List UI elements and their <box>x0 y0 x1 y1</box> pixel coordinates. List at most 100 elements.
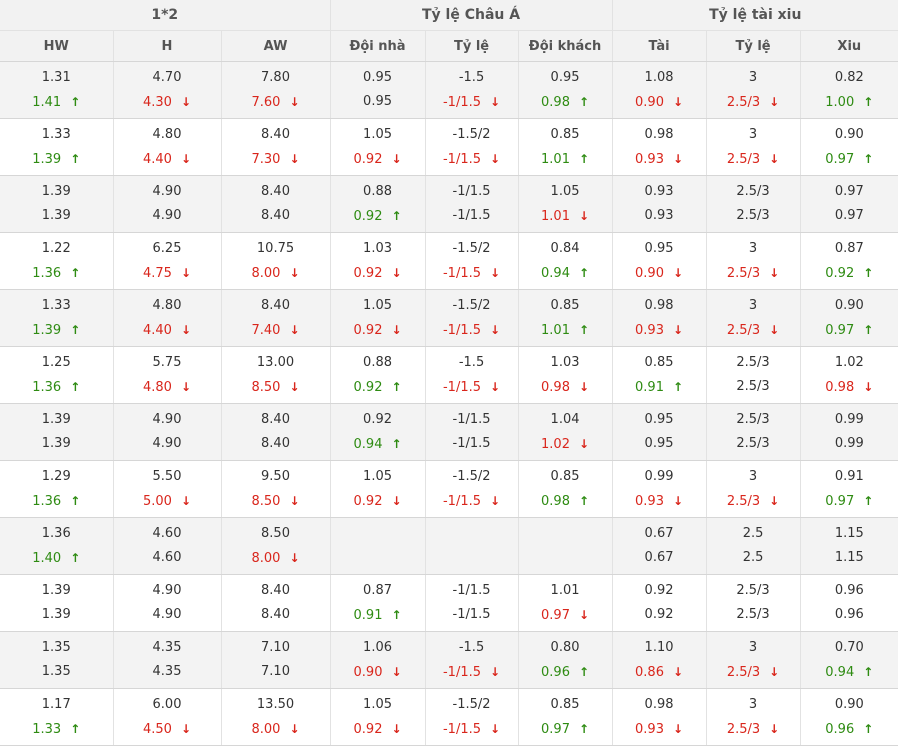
current-odds: 0.67 <box>644 550 674 565</box>
arrow-up-icon: ↑ <box>863 266 874 280</box>
odds-cell-over: 0.67 0.67 <box>612 517 707 575</box>
opening-odds: 8.50 <box>261 526 290 541</box>
opening-odds: 0.95 <box>363 70 392 85</box>
arrow-down-icon: ↓ <box>490 152 501 166</box>
current-odds: 4.75 <box>142 266 172 281</box>
col-header-aw: AW <box>221 30 331 62</box>
arrow-down-icon: ↓ <box>578 209 590 223</box>
opening-odds: 1.03 <box>550 355 580 370</box>
arrow-down-icon: ↓ <box>289 494 300 508</box>
arrow-up-icon: ↑ <box>391 608 402 622</box>
opening-odds: 8.40 <box>261 127 290 142</box>
odds-cell-under: 0.97 0.97 <box>800 175 898 233</box>
opening-odds: 2.5/3 <box>736 583 770 598</box>
current-odds: 1.36 <box>32 380 62 395</box>
arrow-up-icon: ↑ <box>863 494 874 508</box>
arrow-up-icon: ↑ <box>70 380 81 394</box>
odds-cell-aw: 8.40 8.40 <box>221 574 331 632</box>
opening-odds: -1.5/2 <box>452 241 491 256</box>
opening-odds: 4.90 <box>152 412 182 427</box>
arrow-up-icon: ↑ <box>391 437 402 451</box>
current-odds: 0.97 <box>541 608 570 623</box>
opening-odds: 5.50 <box>152 469 182 484</box>
current-odds: 1.36 <box>32 494 62 509</box>
opening-odds: 1.39 <box>41 583 71 598</box>
opening-odds: 1.17 <box>41 697 71 712</box>
arrow-down-icon: ↓ <box>769 722 780 736</box>
opening-odds: -1.5/2 <box>452 697 491 712</box>
opening-odds: 0.85 <box>550 469 580 484</box>
current-odds: -1/1.5 <box>442 95 482 110</box>
odds-cell-away: 0.85 1.01 ↑ <box>518 118 613 176</box>
odds-cell-home: 0.88 0.92 ↑ <box>330 175 426 233</box>
odds-cell-over: 0.93 0.93 <box>612 175 707 233</box>
odds-cell-home: 1.05 0.92 ↓ <box>330 688 426 746</box>
odds-cell-hw: 1.22 1.36 ↑ <box>0 232 114 290</box>
current-odds: 4.90 <box>152 208 182 223</box>
odds-cell-h: 4.35 4.35 <box>113 631 222 689</box>
odds-cell-line: 3 2.5/3 ↓ <box>706 460 801 518</box>
opening-odds: 0.90 <box>834 697 864 712</box>
odds-cell-line: 2.5/3 2.5/3 <box>706 574 801 632</box>
odds-cell-h: 4.80 4.40 ↓ <box>113 289 222 347</box>
opening-odds: -1.5 <box>458 70 485 85</box>
odds-cell-handicap: -1.5 -1/1.5 ↓ <box>425 631 519 689</box>
opening-odds: 8.40 <box>261 184 290 199</box>
arrow-down-icon: ↓ <box>672 665 684 679</box>
opening-odds: 6.25 <box>152 241 182 256</box>
current-odds: 0.92 <box>353 209 383 224</box>
odds-cell-home: 1.05 0.92 ↓ <box>330 118 426 176</box>
arrow-down-icon: ↓ <box>289 95 300 109</box>
odds-cell-line: 3 2.5/3 ↓ <box>706 232 801 290</box>
odds-cell-h: 6.00 4.50 ↓ <box>113 688 222 746</box>
current-odds: 2.5/3 <box>726 95 761 110</box>
opening-odds: 0.85 <box>550 127 580 142</box>
opening-odds: 5.75 <box>152 355 182 370</box>
opening-odds: 1.05 <box>363 298 392 313</box>
odds-cell-under: 0.70 0.94 ↑ <box>800 631 898 689</box>
arrow-up-icon: ↑ <box>70 152 81 166</box>
current-odds: 0.98 <box>541 380 570 395</box>
odds-cell-away: 0.85 0.97 ↑ <box>518 688 613 746</box>
current-odds: -1/1.5 <box>452 436 491 451</box>
opening-odds: 3 <box>748 70 758 85</box>
odds-cell-h: 4.80 4.40 ↓ <box>113 118 222 176</box>
column-header-row: HW H AW Đội nhà Tỷ lệ Đội khách Tài Tỷ l… <box>0 30 898 62</box>
opening-odds: 0.98 <box>644 697 674 712</box>
current-odds: 4.35 <box>152 664 182 679</box>
opening-odds: 4.70 <box>152 70 182 85</box>
opening-odds: 0.84 <box>550 241 580 256</box>
opening-odds: 4.90 <box>152 583 182 598</box>
opening-odds: 0.88 <box>363 184 392 199</box>
odds-cell-hw: 1.29 1.36 ↑ <box>0 460 114 518</box>
col-header-h: H <box>113 30 222 62</box>
current-odds: 1.01 <box>541 209 570 224</box>
current-odds: 1.40 <box>32 551 62 566</box>
arrow-down-icon: ↓ <box>769 494 780 508</box>
odds-cell-hw: 1.25 1.36 ↑ <box>0 346 114 404</box>
arrow-down-icon: ↓ <box>490 95 501 109</box>
odds-cell-line: 3 2.5/3 ↓ <box>706 688 801 746</box>
current-odds: 8.00 <box>251 551 281 566</box>
odds-cell-handicap: -1.5/2 -1/1.5 ↓ <box>425 460 519 518</box>
odds-cell-over: 0.95 0.90 ↓ <box>612 232 707 290</box>
odds-cell-aw: 13.50 8.00 ↓ <box>221 688 331 746</box>
current-odds: 1.39 <box>41 208 71 223</box>
opening-odds: 1.31 <box>41 70 71 85</box>
opening-odds: 1.05 <box>550 184 580 199</box>
opening-odds: 1.03 <box>363 241 392 256</box>
col-header-under: Xiu <box>800 30 898 62</box>
odds-cell-away: 1.01 0.97 ↓ <box>518 574 613 632</box>
arrow-down-icon: ↓ <box>578 380 590 394</box>
opening-odds: 1.01 <box>550 583 580 598</box>
odds-cell-aw: 8.50 8.00 ↓ <box>221 517 331 575</box>
current-odds: 8.40 <box>261 607 290 622</box>
opening-odds: 0.67 <box>644 526 674 541</box>
current-odds: 8.40 <box>261 436 290 451</box>
table-row: 1.36 1.40 ↑ 4.60 4.60 8.50 8.00 ↓ 0.67 0.67 2.5 2.5… <box>0 517 898 575</box>
opening-odds: 3 <box>748 127 758 142</box>
col-header-handicap: Tỷ lệ <box>425 30 519 62</box>
odds-cell-home: 1.06 0.90 ↓ <box>330 631 426 689</box>
current-odds: 0.86 <box>635 665 664 680</box>
